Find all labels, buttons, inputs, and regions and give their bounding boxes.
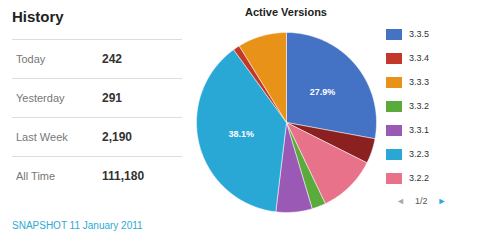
- svg-text:38.1%: 38.1%: [228, 129, 254, 139]
- html-text:2,190: 2,190: [102, 130, 132, 144]
- svg-text:27.9%: 27.9%: [310, 87, 336, 97]
- html-text:Today: Today: [16, 53, 46, 65]
- html-text:SNAPSHOT 11 January 2011: SNAPSHOT 11 January 2011: [12, 220, 143, 231]
- html-text:3.2.3: 3.2.3: [409, 149, 429, 159]
- html-text:3.3.5: 3.3.5: [409, 29, 429, 39]
- html-text:3.3.1: 3.3.1: [409, 125, 429, 135]
- html-text:History: History: [12, 8, 64, 25]
- html-text:1/2: 1/2: [414, 196, 428, 206]
- html-text:242: 242: [102, 52, 122, 66]
- html-text:Last Week: Last Week: [16, 131, 68, 143]
- html-text:Yesterday: Yesterday: [16, 92, 65, 104]
- html-text:All Time: All Time: [16, 170, 56, 182]
- html-text:3.3.2: 3.3.2: [409, 101, 429, 111]
- html-text:3.3.4: 3.3.4: [409, 53, 429, 63]
- html-text:291: 291: [102, 91, 122, 105]
- html-text:111,180: 111,180: [102, 169, 145, 183]
- html-text:3.3.3: 3.3.3: [409, 77, 429, 87]
- html-text:3.2.2: 3.2.2: [409, 173, 429, 183]
- html-text:Active Versions: Active Versions: [245, 6, 327, 18]
